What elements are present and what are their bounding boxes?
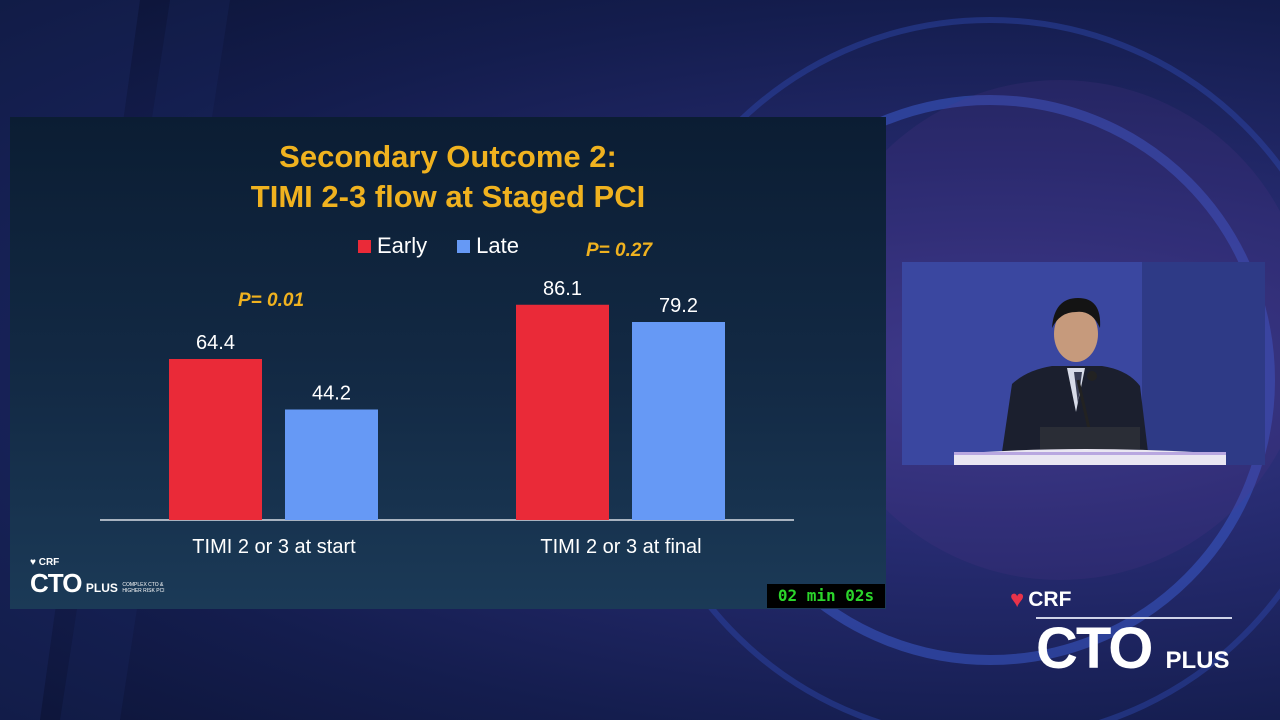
slide-title: Secondary Outcome 2: TIMI 2-3 flow at St… xyxy=(10,137,886,217)
event-logo-crf-text: CRF xyxy=(1028,588,1072,611)
legend-item-early: Early xyxy=(358,233,427,259)
slide-logo-cto: CTO xyxy=(30,568,82,598)
bar-chart: 64.4 44.2 TIMI 2 or 3 at start 86.1 79.2 TIMI… xyxy=(100,278,794,558)
chart-legend: Early Late xyxy=(358,233,549,259)
event-logo-cto: CTO PLUS xyxy=(1036,620,1232,689)
legend-item-late: Late xyxy=(457,233,519,259)
bar-early-2 xyxy=(516,304,609,520)
heart-icon: ♥ xyxy=(1010,586,1025,613)
legend-swatch-late xyxy=(457,239,471,253)
bar-early-1 xyxy=(169,359,262,520)
category-label-1: TIMI 2 or 3 at start xyxy=(192,536,356,558)
speaker-video xyxy=(902,262,1265,465)
category-label-2: TIMI 2 or 3 at final xyxy=(540,536,701,558)
slide-logo-plus: PLUS xyxy=(85,581,118,595)
event-logo-cto-text: CTO xyxy=(1036,616,1153,681)
event-logo-divider xyxy=(1036,617,1232,619)
p-value-start: P= 0.01 xyxy=(238,290,305,311)
event-logo-plus-text: PLUS xyxy=(1165,647,1230,674)
slide-logo-tagline: COMPLEX CTO & HIGHER RISK PCI xyxy=(122,581,165,594)
p-value-final: P= 0.27 xyxy=(586,240,653,261)
bar-late-1 xyxy=(285,409,378,520)
legend-label-early: Early xyxy=(377,233,428,258)
slide-logo-crf: ♥ CRF xyxy=(30,557,60,568)
event-logo: ♥ CRF CTO PLUS xyxy=(1010,586,1232,689)
data-label-early-2: 86.1 xyxy=(543,278,582,300)
slide-title-line-2: TIMI 2-3 flow at Staged PCI xyxy=(250,179,646,214)
legend-swatch-early xyxy=(358,239,371,253)
data-label-early-1: 64.4 xyxy=(196,332,235,354)
data-label-late-1: 44.2 xyxy=(312,383,351,405)
speaker-video-scene xyxy=(902,262,1265,465)
slide-title-line-1: Secondary Outcome 2: xyxy=(279,139,617,174)
legend-label-late: Late xyxy=(476,233,519,258)
bar-late-2 xyxy=(632,322,725,520)
presentation-timer: 02 min 02s xyxy=(767,584,885,608)
presentation-slide: Secondary Outcome 2: TIMI 2-3 flow at St… xyxy=(10,117,886,609)
data-label-late-2: 79.2 xyxy=(659,295,698,317)
slide-logo: ♥ CRF CTO PLUS COMPLEX CTO & HIGHER RISK… xyxy=(30,557,182,599)
event-logo-crf: ♥ CRF xyxy=(1010,586,1232,614)
